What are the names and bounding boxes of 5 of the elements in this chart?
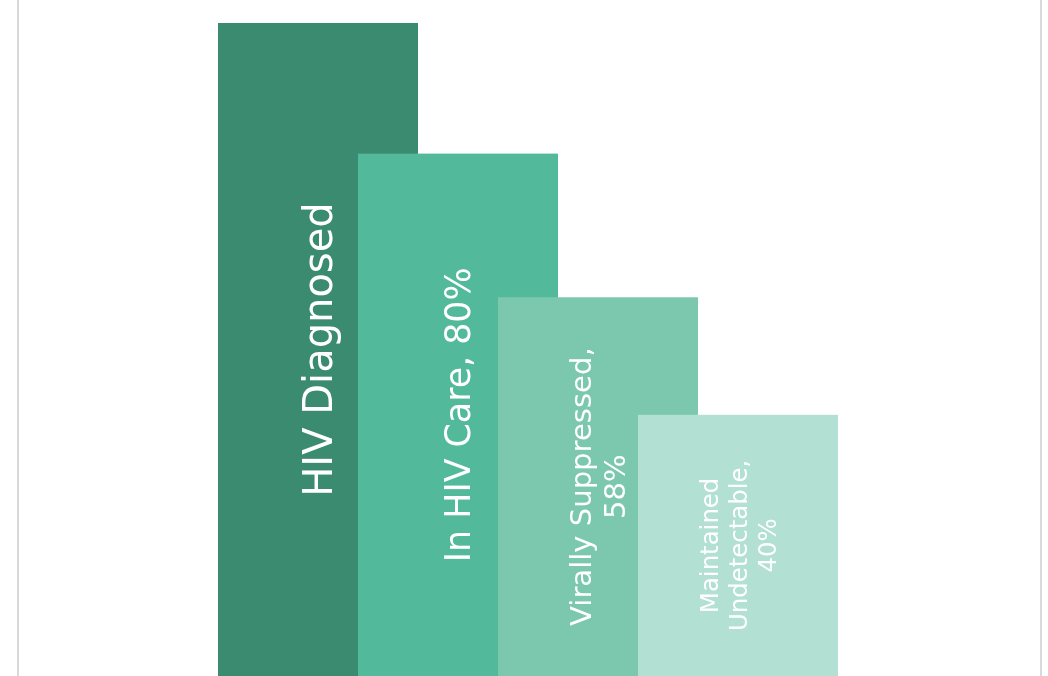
- x-tick-label: Virally Suppressed, 58%: [563, 347, 633, 626]
- x-tick-label: HIV Diagnosed: [295, 202, 341, 497]
- bar: [638, 414, 838, 676]
- x-tick-label: Maintained Undetectable, 40%: [694, 459, 782, 632]
- x-tick-label: In HIV Care, 80%: [438, 267, 478, 563]
